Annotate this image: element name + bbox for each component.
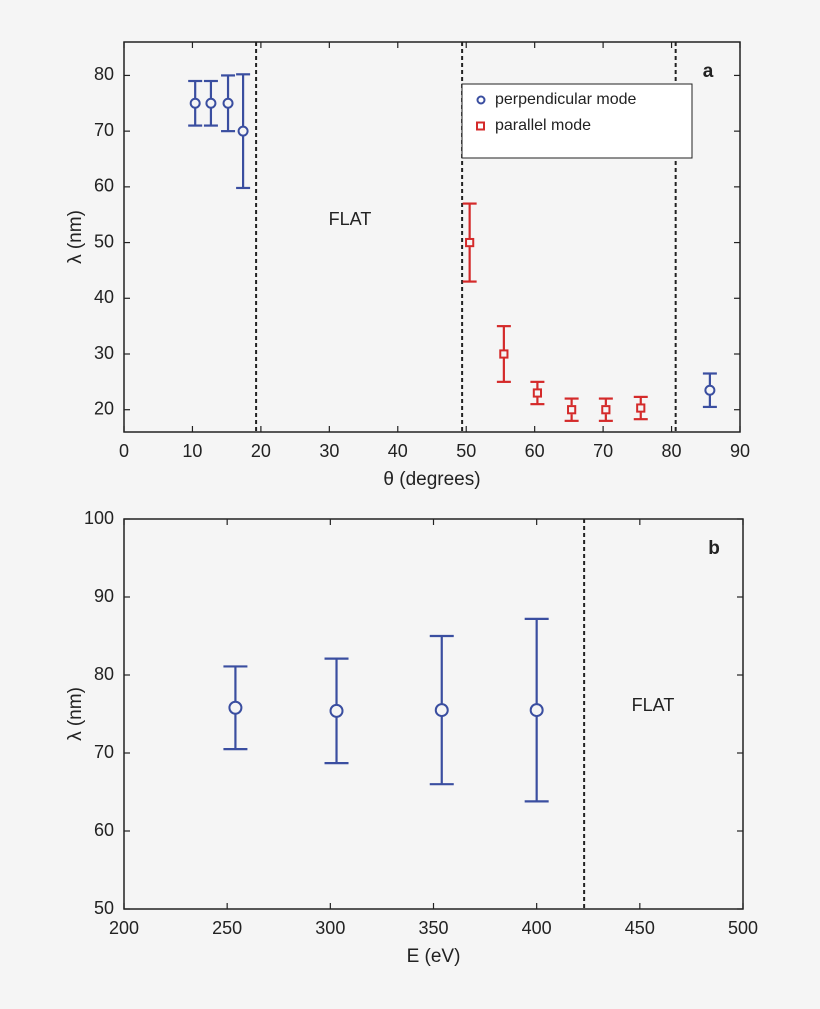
marker — [499, 349, 509, 359]
error-bar — [530, 380, 545, 406]
panel-label: b — [708, 538, 720, 559]
error-bar — [429, 634, 454, 786]
annotation: FLAT — [632, 695, 675, 715]
y-tick-label: 50 — [94, 898, 114, 918]
marker — [704, 384, 716, 396]
legend-entry: perpendicular mode — [495, 91, 637, 108]
y-tick-label: 40 — [94, 287, 114, 307]
x-tick-label: 70 — [593, 441, 613, 461]
error-bar — [236, 73, 251, 190]
marker — [189, 97, 201, 109]
y-tick-label: 20 — [94, 398, 114, 418]
x-tick-label: 90 — [730, 441, 750, 461]
panel-label: a — [703, 61, 714, 82]
annotation: FLAT — [329, 209, 372, 229]
error-bar — [221, 74, 236, 133]
x-tick-label: 40 — [388, 441, 408, 461]
marker — [567, 405, 577, 415]
marker — [228, 700, 243, 715]
marker — [222, 97, 234, 109]
error-bar — [188, 79, 203, 127]
error-bar — [324, 657, 349, 765]
error-bar — [564, 397, 579, 422]
y-tick-label: 80 — [94, 64, 114, 84]
x-tick-label: 30 — [319, 441, 339, 461]
error-bar — [702, 372, 717, 409]
marker — [636, 403, 646, 413]
x-tick-label: 400 — [522, 918, 552, 938]
y-tick-label: 100 — [84, 508, 114, 528]
x-tick-label: 200 — [109, 918, 139, 938]
y-tick-label: 50 — [94, 231, 114, 251]
marker — [237, 125, 249, 137]
marker — [205, 97, 217, 109]
error-bar — [598, 397, 613, 422]
error-bar — [223, 665, 248, 751]
marker — [529, 703, 544, 718]
x-axis-label: θ (degrees) — [383, 469, 480, 490]
x-tick-label: 50 — [456, 441, 476, 461]
plot-frame — [123, 41, 741, 433]
marker — [532, 388, 543, 398]
marker — [434, 703, 449, 718]
legend-marker — [476, 121, 485, 131]
x-tick-label: 0 — [119, 441, 129, 461]
x-tick-label: 250 — [212, 918, 242, 938]
x-tick-label: 450 — [625, 918, 655, 938]
error-bar — [633, 395, 648, 421]
legend-entry: parallel mode — [495, 117, 591, 134]
marker — [329, 703, 344, 718]
y-tick-label: 30 — [94, 343, 114, 363]
y-tick-label: 60 — [94, 820, 114, 840]
x-tick-label: 300 — [315, 918, 345, 938]
y-tick-label: 90 — [94, 586, 114, 606]
x-tick-label: 20 — [251, 441, 271, 461]
y-tick-label: 70 — [94, 120, 114, 140]
x-tick-label: 10 — [182, 441, 202, 461]
x-axis-label: E (eV) — [407, 946, 461, 967]
y-tick-label: 60 — [94, 176, 114, 196]
y-axis-label: λ (nm) — [65, 210, 86, 264]
marker — [601, 405, 611, 415]
y-axis-label: λ (nm) — [65, 687, 86, 741]
error-bar — [203, 79, 218, 127]
y-tick-label: 80 — [94, 664, 114, 684]
error-bar — [496, 325, 511, 383]
error-bar — [462, 202, 477, 283]
x-tick-label: 60 — [525, 441, 545, 461]
y-tick-label: 70 — [94, 742, 114, 762]
error-bar — [524, 617, 549, 803]
x-tick-label: 500 — [728, 918, 758, 938]
legend-marker — [476, 95, 486, 105]
x-tick-label: 80 — [662, 441, 682, 461]
x-tick-label: 350 — [418, 918, 448, 938]
legend-box — [461, 83, 693, 159]
marker — [465, 237, 475, 248]
